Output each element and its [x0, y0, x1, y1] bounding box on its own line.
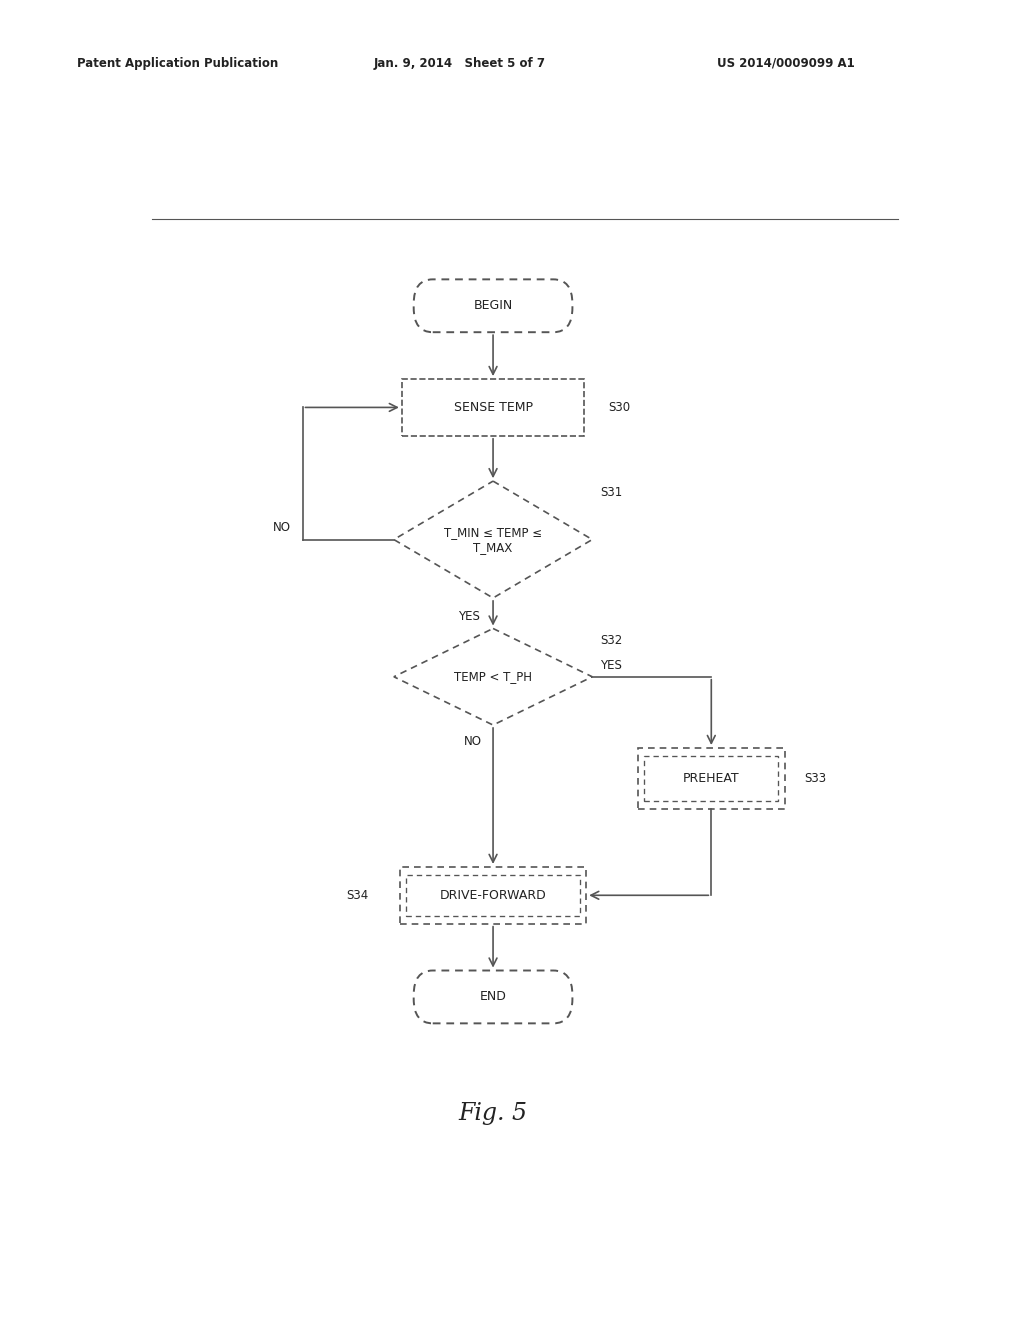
Bar: [638, 748, 784, 809]
Bar: [644, 756, 778, 801]
Text: END: END: [479, 990, 507, 1003]
Text: NO: NO: [464, 735, 482, 748]
Text: TEMP < T_PH: TEMP < T_PH: [454, 671, 532, 684]
Text: S31: S31: [600, 486, 623, 499]
Text: YES: YES: [459, 610, 480, 623]
Text: S32: S32: [600, 634, 623, 647]
Polygon shape: [394, 480, 592, 598]
Text: S34: S34: [346, 888, 368, 902]
Text: BEGIN: BEGIN: [473, 300, 513, 313]
Text: Fig. 5: Fig. 5: [459, 1102, 527, 1126]
Polygon shape: [394, 628, 592, 725]
Text: S30: S30: [608, 401, 630, 414]
Text: SENSE TEMP: SENSE TEMP: [454, 401, 532, 414]
Text: PREHEAT: PREHEAT: [683, 772, 739, 785]
Bar: [401, 379, 585, 436]
Text: DRIVE-FORWARD: DRIVE-FORWARD: [439, 888, 547, 902]
Text: Patent Application Publication: Patent Application Publication: [77, 57, 279, 70]
Text: Jan. 9, 2014   Sheet 5 of 7: Jan. 9, 2014 Sheet 5 of 7: [374, 57, 546, 70]
Text: T_MIN ≤ TEMP ≤
T_MAX: T_MIN ≤ TEMP ≤ T_MAX: [444, 525, 542, 553]
FancyBboxPatch shape: [414, 970, 572, 1023]
Text: YES: YES: [600, 659, 622, 672]
Bar: [407, 875, 580, 916]
Bar: [399, 867, 587, 924]
Text: US 2014/0009099 A1: US 2014/0009099 A1: [717, 57, 855, 70]
Text: NO: NO: [272, 521, 291, 535]
FancyBboxPatch shape: [414, 280, 572, 333]
Text: S33: S33: [805, 772, 826, 785]
